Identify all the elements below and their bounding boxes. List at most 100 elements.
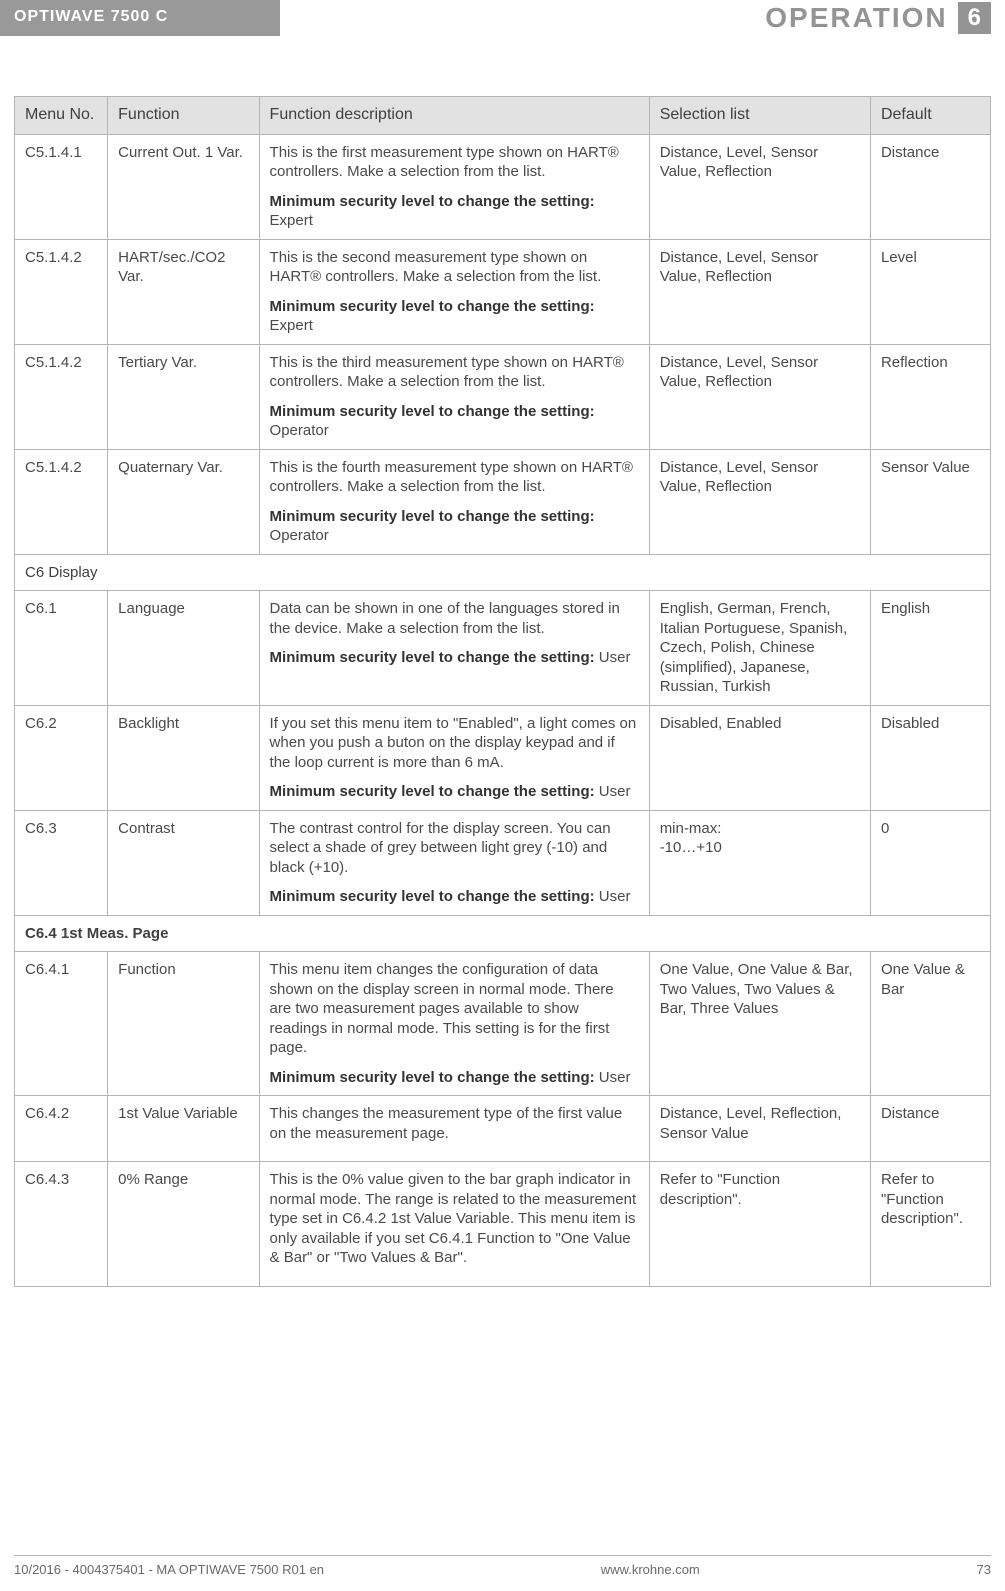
cell-selection: Distance, Level, Sensor Value, Reflectio… xyxy=(649,134,870,239)
cell-function: 0% Range xyxy=(108,1162,259,1287)
security-level-line: Minimum security level to change the set… xyxy=(270,782,639,802)
security-level-value: Expert xyxy=(270,212,313,229)
cell-description: This is the 0% value given to the bar gr… xyxy=(259,1162,649,1287)
cell-default: English xyxy=(870,591,990,706)
description-text: This is the second measurement type show… xyxy=(270,248,639,287)
table-row: C6.2BacklightIf you set this menu item t… xyxy=(15,705,991,810)
table-row: C6.4.30% RangeThis is the 0% value given… xyxy=(15,1162,991,1287)
cell-menu-no: C5.1.4.2 xyxy=(15,449,108,554)
cell-description: If you set this menu item to "Enabled", … xyxy=(259,705,649,810)
cell-description: This is the first measurement type shown… xyxy=(259,134,649,239)
footer-center: www.krohne.com xyxy=(601,1562,700,1577)
col-header-menu: Menu No. xyxy=(15,97,108,135)
cell-menu-no: C6.2 xyxy=(15,705,108,810)
cell-selection: Distance, Level, Sensor Value, Reflectio… xyxy=(649,239,870,344)
cell-function: Quaternary Var. xyxy=(108,449,259,554)
description-text: If you set this menu item to "Enabled", … xyxy=(270,714,639,773)
description-text: This changes the measurement type of the… xyxy=(270,1104,639,1143)
cell-selection: English, German, French, Italian Portugu… xyxy=(649,591,870,706)
description-text: This is the 0% value given to the bar gr… xyxy=(270,1170,639,1268)
security-level-label: Minimum security level to change the set… xyxy=(270,403,595,420)
description-text: Data can be shown in one of the language… xyxy=(270,599,639,638)
security-level-line: Minimum security level to change the set… xyxy=(270,297,639,336)
content-area: Menu No. Function Function description S… xyxy=(0,36,1005,1287)
security-level-label: Minimum security level to change the set… xyxy=(270,193,595,210)
cell-description: This is the third measurement type shown… xyxy=(259,344,649,449)
security-level-value: Operator xyxy=(270,422,329,439)
table-row: C6.3ContrastThe contrast control for the… xyxy=(15,810,991,915)
security-level-value: User xyxy=(599,783,631,800)
description-text: This is the fourth measurement type show… xyxy=(270,458,639,497)
table-section-row: C6 Display xyxy=(15,554,991,591)
table-body: C5.1.4.1Current Out. 1 Var.This is the f… xyxy=(15,134,991,1286)
cell-function: 1st Value Variable xyxy=(108,1096,259,1162)
table-row: C6.4.21st Value Variable This changes the… xyxy=(15,1096,991,1162)
security-level-label: Minimum security level to change the set… xyxy=(270,649,599,666)
cell-description: The contrast control for the display scr… xyxy=(259,810,649,915)
footer-left: 10/2016 - 4004375401 - MA OPTIWAVE 7500 … xyxy=(14,1562,324,1577)
description-text: This is the third measurement type shown… xyxy=(270,353,639,392)
table-row: C6.4.1FunctionThis menu item changes the… xyxy=(15,952,991,1096)
page-footer: 10/2016 - 4004375401 - MA OPTIWAVE 7500 … xyxy=(14,1555,991,1577)
col-header-function: Function xyxy=(108,97,259,135)
table-section-row: C6.4 1st Meas. Page xyxy=(15,915,991,952)
security-level-line: Minimum security level to change the set… xyxy=(270,507,639,546)
cell-selection: Distance, Level, Sensor Value, Reflectio… xyxy=(649,344,870,449)
security-level-line: Minimum security level to change the set… xyxy=(270,887,639,907)
cell-default: 0 xyxy=(870,810,990,915)
cell-function: HART/sec./CO2 Var. xyxy=(108,239,259,344)
table-row: C6.1Language Data can be shown in one of … xyxy=(15,591,991,706)
security-level-value: Expert xyxy=(270,317,313,334)
page-header: OPTIWAVE 7500 C OPERATION 6 xyxy=(0,0,1005,36)
cell-selection: One Value, One Value & Bar, Two Values, … xyxy=(649,952,870,1096)
table-header-row: Menu No. Function Function description S… xyxy=(15,97,991,135)
cell-selection: Distance, Level, Sensor Value, Reflectio… xyxy=(649,449,870,554)
cell-function: Language xyxy=(108,591,259,706)
cell-default: Distance xyxy=(870,134,990,239)
cell-function: Tertiary Var. xyxy=(108,344,259,449)
section-label: C6 Display xyxy=(15,554,991,591)
description-text: The contrast control for the display scr… xyxy=(270,819,639,878)
cell-menu-no: C6.4.1 xyxy=(15,952,108,1096)
cell-description: Data can be shown in one of the language… xyxy=(259,591,649,706)
cell-description: This is the second measurement type show… xyxy=(259,239,649,344)
section-title: OPERATION xyxy=(765,2,947,34)
cell-default: Disabled xyxy=(870,705,990,810)
cell-description: This changes the measurement type of the… xyxy=(259,1096,649,1162)
security-level-line: Minimum security level to change the set… xyxy=(270,1068,639,1088)
table-row: C5.1.4.1Current Out. 1 Var.This is the f… xyxy=(15,134,991,239)
cell-menu-no: C6.1 xyxy=(15,591,108,706)
cell-description: This is the fourth measurement type show… xyxy=(259,449,649,554)
section-label: C6.4 1st Meas. Page xyxy=(15,915,991,952)
security-level-line: Minimum security level to change the set… xyxy=(270,402,639,441)
description-text: This is the first measurement type shown… xyxy=(270,143,639,182)
cell-default: Reflection xyxy=(870,344,990,449)
security-level-line: Minimum security level to change the set… xyxy=(270,648,639,668)
cell-function: Backlight xyxy=(108,705,259,810)
security-level-value: Operator xyxy=(270,527,329,544)
product-name: OPTIWAVE 7500 C xyxy=(0,0,280,36)
security-level-value: User xyxy=(599,888,631,905)
settings-table: Menu No. Function Function description S… xyxy=(14,96,991,1287)
table-row: C5.1.4.2HART/sec./CO2 Var. This is the se… xyxy=(15,239,991,344)
cell-selection: Distance, Level, Reflection, Sensor Valu… xyxy=(649,1096,870,1162)
cell-description: This menu item changes the configuration… xyxy=(259,952,649,1096)
cell-default: Level xyxy=(870,239,990,344)
security-level-value: User xyxy=(599,649,631,666)
section-number-badge: 6 xyxy=(958,2,991,34)
security-level-label: Minimum security level to change the set… xyxy=(270,888,599,905)
cell-menu-no: C6.4.2 xyxy=(15,1096,108,1162)
header-right: OPERATION 6 xyxy=(280,0,1005,36)
col-header-description: Function description xyxy=(259,97,649,135)
security-level-label: Minimum security level to change the set… xyxy=(270,298,595,315)
footer-page-number: 73 xyxy=(977,1562,991,1577)
description-text: This menu item changes the configuration… xyxy=(270,960,639,1058)
cell-function: Function xyxy=(108,952,259,1096)
cell-selection: Refer to "Function description". xyxy=(649,1162,870,1287)
cell-default: Distance xyxy=(870,1096,990,1162)
cell-menu-no: C5.1.4.2 xyxy=(15,239,108,344)
security-level-label: Minimum security level to change the set… xyxy=(270,1069,599,1086)
cell-menu-no: C5.1.4.2 xyxy=(15,344,108,449)
cell-selection: min-max: -10…+10 xyxy=(649,810,870,915)
cell-menu-no: C6.3 xyxy=(15,810,108,915)
